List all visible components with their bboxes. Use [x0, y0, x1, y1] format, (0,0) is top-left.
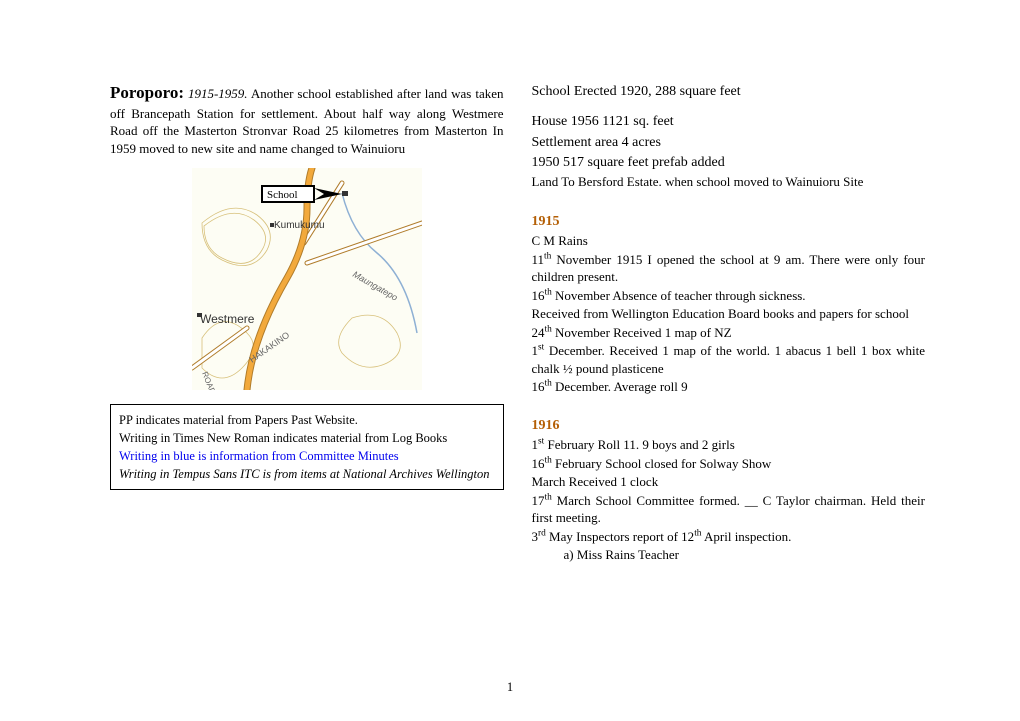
page-number: 1 [0, 680, 1020, 695]
entry: 3rd May Inspectors report of 12th April … [532, 528, 926, 546]
map-label-westmere: Westmere [200, 312, 255, 326]
doc-years: 1915-1959. [188, 86, 248, 101]
entries-1916: 1st February Roll 11. 9 boys and 2 girls… [532, 436, 926, 564]
entry: March Received 1 clock [532, 473, 926, 491]
legend-line-tempus: Writing in Tempus Sans ITC is from items… [119, 465, 495, 483]
entry: 17th March School Committee formed. __ C… [532, 492, 926, 527]
entry: 16th February School closed for Solway S… [532, 455, 926, 473]
map-label-kumukumu: Kumukumu [274, 220, 325, 231]
entry: 16th November Absence of teacher through… [532, 287, 926, 305]
stats-block: School Erected 1920, 288 square feet Hou… [532, 82, 926, 192]
teacher-1915: C M Rains [532, 232, 926, 250]
entry: 1st February Roll 11. 9 boys and 2 girls [532, 436, 926, 454]
entry-subitem: a) Miss Rains Teacher [532, 546, 926, 564]
entry: 24th November Received 1 map of NZ [532, 324, 926, 342]
entry: 1st December. Received 1 map of the worl… [532, 342, 926, 377]
legend-box: PP indicates material from Papers Past W… [110, 404, 504, 491]
legend-line-pp: PP indicates material from Papers Past W… [119, 411, 495, 429]
doc-title: Poroporo: [110, 83, 184, 102]
entries-1915: C M Rains 11th November 1915 I opened th… [532, 232, 926, 396]
location-map: Kumukumu Westmere HAKAKINO ROAD Maungate… [192, 168, 422, 390]
stat-house: House 1956 1121 sq. feet [532, 112, 926, 132]
map-container: Kumukumu Westmere HAKAKINO ROAD Maungate… [110, 168, 504, 390]
year-heading-1916: 1916 [532, 418, 926, 434]
stat-erected: School Erected 1920, 288 square feet [532, 82, 926, 102]
entry: 16th December. Average roll 9 [532, 378, 926, 396]
svg-text:School: School [267, 189, 298, 201]
entry: Received from Wellington Education Board… [532, 305, 926, 323]
stat-area: Settlement area 4 acres [532, 133, 926, 153]
stat-land: Land To Bersford Estate. when school mov… [532, 173, 926, 192]
right-column: School Erected 1920, 288 square feet Hou… [532, 82, 926, 680]
year-heading-1915: 1915 [532, 214, 926, 230]
stat-prefab: 1950 517 square feet prefab added [532, 153, 926, 173]
intro-paragraph: Poroporo: 1915-1959. Another school esta… [110, 82, 504, 158]
left-column: Poroporo: 1915-1959. Another school esta… [110, 82, 504, 680]
entry: 11th November 1915 I opened the school a… [532, 251, 926, 286]
legend-line-tnr: Writing in Times New Roman indicates mat… [119, 429, 495, 447]
legend-line-blue: Writing in blue is information from Comm… [119, 447, 495, 465]
